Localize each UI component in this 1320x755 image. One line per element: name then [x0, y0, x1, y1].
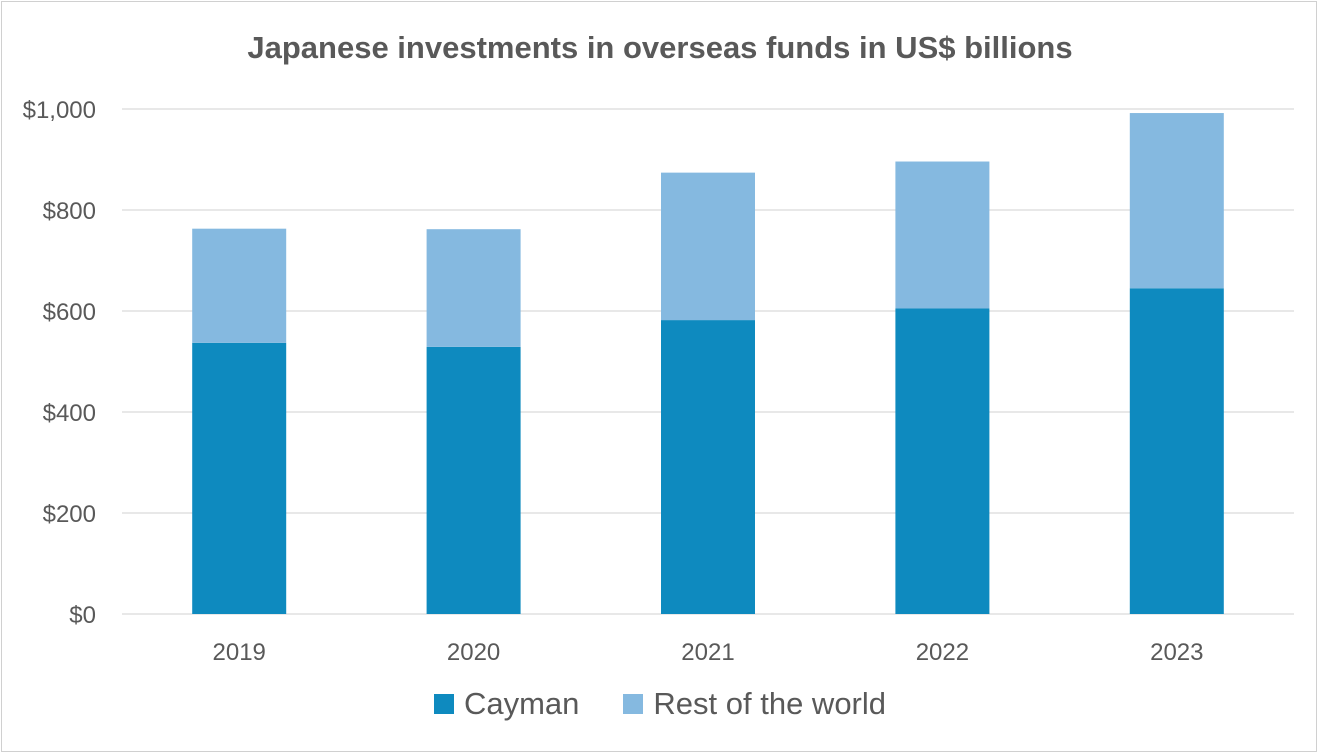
y-tick-label: $200: [43, 501, 96, 528]
legend-label-rest-of-world: Rest of the world: [653, 686, 887, 721]
legend-label-cayman: Cayman: [463, 686, 580, 721]
legend-swatch-rest-of-world: [623, 694, 644, 714]
bar-rest-of-world-2022: [895, 161, 990, 309]
x-tick-label: 2023: [1150, 639, 1203, 666]
bar-cayman-2021: [661, 320, 755, 614]
bar-rest-of-world-2023: [1129, 113, 1224, 289]
bar-cayman-2019: [192, 342, 287, 614]
bar-cayman-2022: [895, 308, 990, 614]
chart-title: Japanese investments in overseas funds i…: [247, 30, 1073, 65]
x-tick-label: 2021: [681, 639, 734, 666]
y-tick-label: $400: [43, 400, 96, 427]
legend-item-rest-of-world: Rest of the world: [623, 686, 886, 722]
y-tick-label: $1,000: [23, 97, 96, 124]
bar-cayman-2023: [1129, 288, 1224, 614]
bar-rest-of-world-2021: [661, 172, 755, 321]
y-tick-label: $600: [43, 299, 96, 326]
y-axis-ticks: $0 $200 $400 $600 $800 $1,000: [23, 97, 96, 629]
y-tick-label: $800: [43, 198, 96, 225]
legend: Cayman Rest of the world: [0, 686, 1320, 722]
x-tick-label: 2022: [916, 639, 969, 666]
bar-rest-of-world-2019: [192, 228, 287, 343]
bars: [192, 113, 1224, 614]
bar-cayman-2020: [426, 346, 521, 614]
legend-swatch-cayman: [433, 694, 454, 714]
x-tick-label: 2020: [447, 639, 500, 666]
x-axis-ticks: 2019 2020 2021 2022 2023: [213, 639, 1204, 666]
x-tick-label: 2019: [213, 639, 266, 666]
legend-item-cayman: Cayman: [433, 686, 580, 722]
bar-rest-of-world-2020: [426, 229, 521, 347]
y-tick-label: $0: [69, 602, 96, 629]
